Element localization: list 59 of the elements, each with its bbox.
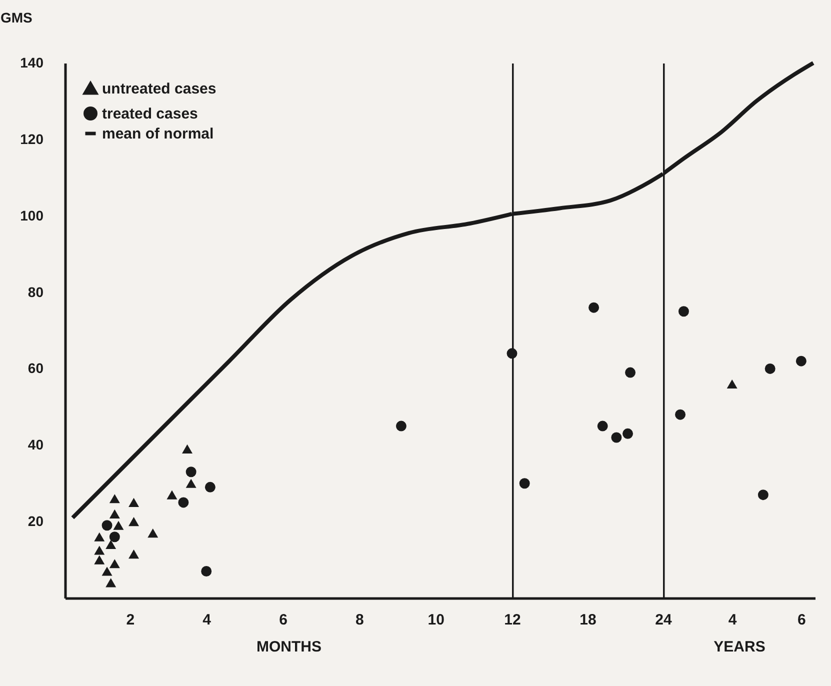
point bbox=[182, 444, 192, 454]
point bbox=[611, 432, 622, 443]
point bbox=[128, 517, 140, 526]
point bbox=[178, 497, 189, 508]
x-tick-label: 4 bbox=[728, 612, 738, 628]
point bbox=[109, 509, 120, 518]
point bbox=[94, 555, 105, 564]
point bbox=[396, 420, 406, 432]
point bbox=[102, 566, 112, 576]
x-axis-title: YEARS bbox=[714, 638, 766, 656]
point bbox=[204, 482, 216, 492]
point bbox=[201, 566, 212, 576]
x-axis-title: MONTHS bbox=[256, 638, 322, 656]
y-tick-label: 60 bbox=[28, 360, 44, 376]
x-tick-label: 18 bbox=[580, 612, 596, 628]
point bbox=[94, 546, 105, 555]
point bbox=[166, 490, 178, 500]
x-tick-label: 4 bbox=[202, 612, 212, 628]
y-tick-label: 80 bbox=[28, 284, 44, 300]
x-tick-label: 6 bbox=[279, 612, 288, 628]
y-tick-label: 100 bbox=[20, 207, 44, 224]
point bbox=[186, 478, 196, 488]
point bbox=[796, 356, 806, 366]
y-tick-label: 40 bbox=[28, 436, 44, 453]
y-tick-label: 120 bbox=[20, 130, 44, 147]
point bbox=[675, 409, 686, 420]
legend-label: treated cases bbox=[102, 106, 198, 122]
y-tick-label: 140 bbox=[20, 54, 44, 70]
point bbox=[519, 478, 530, 489]
point bbox=[94, 532, 105, 542]
point bbox=[625, 367, 636, 378]
legend-label: mean of normal bbox=[102, 126, 214, 142]
point bbox=[102, 520, 112, 531]
point bbox=[109, 532, 120, 542]
point bbox=[186, 466, 196, 478]
point bbox=[588, 302, 600, 313]
point bbox=[764, 363, 776, 374]
point bbox=[128, 498, 140, 508]
x-tick-label: 24 bbox=[655, 612, 672, 628]
point bbox=[726, 379, 738, 389]
point bbox=[622, 428, 634, 439]
point bbox=[597, 420, 608, 432]
y-axis-title: GMS bbox=[0, 10, 32, 26]
point bbox=[113, 520, 124, 530]
point bbox=[106, 540, 116, 550]
point bbox=[128, 550, 140, 559]
point bbox=[109, 494, 120, 504]
point bbox=[109, 559, 120, 568]
point bbox=[148, 528, 158, 538]
x-tick-label: 6 bbox=[798, 612, 806, 628]
x-tick-label: 10 bbox=[428, 612, 444, 628]
x-tick-label: 12 bbox=[504, 612, 521, 628]
point bbox=[106, 578, 116, 588]
point bbox=[758, 490, 768, 500]
x-tick-label: 2 bbox=[126, 612, 135, 628]
point bbox=[678, 306, 689, 317]
legend-label: untreated cases bbox=[102, 80, 216, 98]
x-tick-label: 8 bbox=[356, 612, 364, 628]
y-tick-label: 20 bbox=[28, 513, 44, 530]
